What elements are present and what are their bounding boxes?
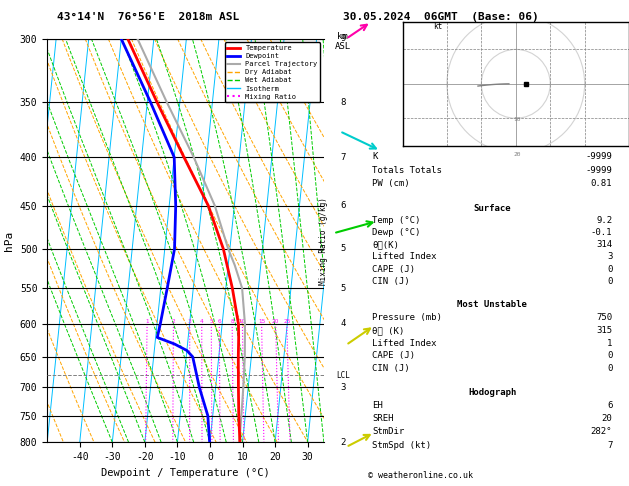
Text: SREH: SREH	[372, 414, 394, 423]
Text: © weatheronline.co.uk: © weatheronline.co.uk	[368, 471, 473, 480]
Y-axis label: hPa: hPa	[4, 230, 14, 251]
Text: 9: 9	[340, 35, 345, 43]
Text: 3: 3	[607, 252, 612, 261]
Text: Totals Totals: Totals Totals	[372, 166, 442, 174]
Text: -0.1: -0.1	[591, 228, 612, 237]
Text: 0: 0	[607, 364, 612, 373]
Text: 43°14'N  76°56'E  2018m ASL: 43°14'N 76°56'E 2018m ASL	[57, 12, 239, 22]
Text: 15: 15	[258, 319, 265, 324]
X-axis label: Dewpoint / Temperature (°C): Dewpoint / Temperature (°C)	[101, 468, 270, 478]
Legend: Temperature, Dewpoint, Parcel Trajectory, Dry Adiabat, Wet Adiabat, Isotherm, Mi: Temperature, Dewpoint, Parcel Trajectory…	[225, 42, 320, 103]
Text: 3: 3	[188, 319, 192, 324]
Text: Surface: Surface	[474, 204, 511, 213]
Text: Hodograph: Hodograph	[468, 387, 516, 397]
Text: Pressure (mb): Pressure (mb)	[372, 313, 442, 322]
Text: 20: 20	[272, 319, 279, 324]
Text: θᴇ (K): θᴇ (K)	[372, 326, 404, 335]
Text: EH: EH	[372, 401, 383, 410]
Text: 10: 10	[514, 118, 521, 122]
Text: 6: 6	[607, 401, 612, 410]
Text: Dewp (°C): Dewp (°C)	[372, 228, 421, 237]
Text: Lifted Index: Lifted Index	[372, 252, 437, 261]
Text: 20: 20	[514, 152, 521, 157]
Text: 7: 7	[340, 153, 345, 162]
Text: kt: kt	[433, 22, 442, 31]
Text: 0: 0	[607, 277, 612, 286]
Text: 2: 2	[172, 319, 175, 324]
Text: 5: 5	[340, 244, 345, 254]
Text: StmDir: StmDir	[372, 427, 404, 436]
Text: -9999: -9999	[586, 166, 612, 174]
Text: 282°: 282°	[591, 427, 612, 436]
Text: 2: 2	[340, 438, 345, 447]
Text: 0.81: 0.81	[591, 179, 612, 189]
Text: 7: 7	[607, 441, 612, 450]
Text: CAPE (J): CAPE (J)	[372, 351, 415, 360]
Text: 30.05.2024  06GMT  (Base: 06): 30.05.2024 06GMT (Base: 06)	[343, 12, 538, 22]
Text: 750: 750	[596, 313, 612, 322]
Text: 4: 4	[340, 319, 345, 329]
Text: 6: 6	[340, 201, 345, 210]
Text: LCL: LCL	[336, 371, 350, 380]
Text: 314: 314	[596, 241, 612, 249]
Text: 5: 5	[340, 284, 345, 293]
Text: 0: 0	[607, 264, 612, 274]
Text: 4: 4	[200, 319, 204, 324]
Text: Lifted Index: Lifted Index	[372, 339, 437, 347]
Text: Temp (°C): Temp (°C)	[372, 216, 421, 225]
Text: PW (cm): PW (cm)	[372, 179, 409, 189]
Text: km
ASL: km ASL	[335, 32, 351, 51]
Text: StmSpd (kt): StmSpd (kt)	[372, 441, 431, 450]
Text: CIN (J): CIN (J)	[372, 277, 409, 286]
Text: 25: 25	[283, 319, 291, 324]
Text: θᴇ(K): θᴇ(K)	[372, 241, 399, 249]
Text: CAPE (J): CAPE (J)	[372, 264, 415, 274]
Text: 9.2: 9.2	[596, 216, 612, 225]
Text: 0: 0	[607, 351, 612, 360]
Text: 5: 5	[209, 319, 213, 324]
Text: K: K	[372, 152, 377, 160]
Text: 1: 1	[607, 339, 612, 347]
Text: 315: 315	[596, 326, 612, 335]
Text: 1: 1	[145, 319, 149, 324]
Text: 8: 8	[340, 98, 345, 107]
Text: 10: 10	[239, 319, 246, 324]
Text: Mixing Ratio (g/kg): Mixing Ratio (g/kg)	[320, 197, 328, 284]
Text: 6: 6	[218, 319, 221, 324]
Text: -9999: -9999	[586, 152, 612, 160]
Text: CIN (J): CIN (J)	[372, 364, 409, 373]
Text: 20: 20	[601, 414, 612, 423]
Text: 8: 8	[230, 319, 234, 324]
Text: Most Unstable: Most Unstable	[457, 300, 527, 310]
Text: 3: 3	[340, 383, 345, 392]
